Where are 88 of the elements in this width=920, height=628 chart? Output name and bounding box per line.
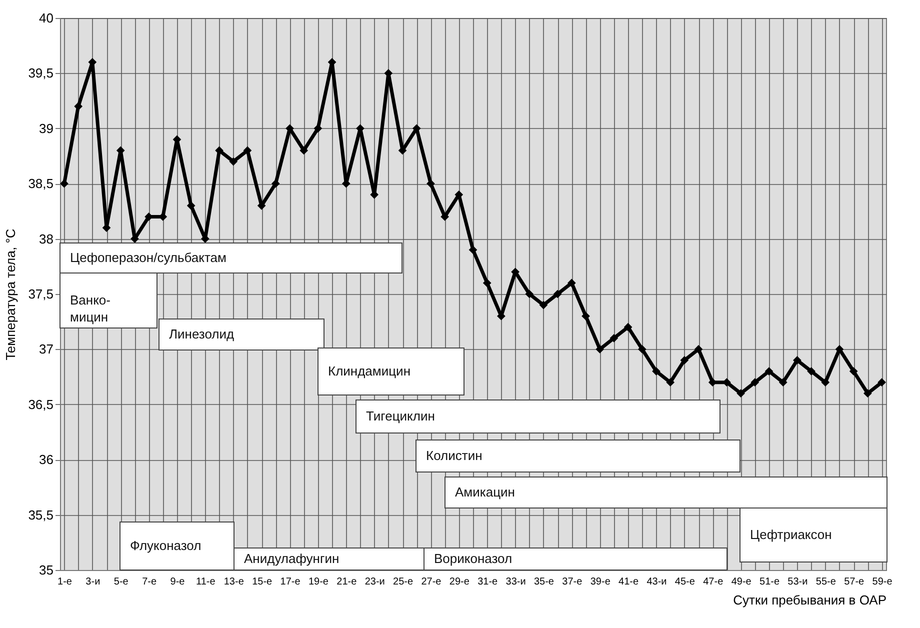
x-tick-label: 53-и <box>788 576 808 588</box>
point <box>229 157 238 166</box>
x-tick-label: 17-е <box>280 576 301 588</box>
x-tick-label: 43-и <box>646 576 667 588</box>
x-tick-label: 49-е <box>731 576 752 588</box>
point <box>482 278 492 288</box>
point <box>793 356 802 364</box>
point <box>314 124 322 133</box>
x-tick-label: 29-е <box>449 576 470 588</box>
point <box>567 278 576 288</box>
x-tick-label: 25-е <box>393 576 414 588</box>
annotation: Тигециклин <box>366 408 435 424</box>
y-tick-label: 39 <box>39 120 54 136</box>
y-tick-label: 36 <box>39 452 54 468</box>
x-tick-label: 3-и <box>86 576 100 588</box>
point <box>764 367 774 376</box>
point <box>750 378 760 387</box>
point <box>652 367 660 376</box>
annotation: Вориконазол <box>434 551 512 566</box>
point <box>878 378 886 387</box>
x-tick-label: 1-е <box>58 576 72 588</box>
x-axis-title: Сутки пребывания в ОАР <box>733 592 886 608</box>
annotation: Клиндамицин <box>328 364 411 378</box>
annotation: Анидулафунгин <box>244 551 340 566</box>
point <box>300 146 308 155</box>
x-tick-label: 5-е <box>114 576 129 588</box>
y-tick-label: 40 <box>39 10 54 26</box>
y-tick-label: 38 <box>39 231 54 246</box>
point <box>680 356 689 364</box>
y-tick-label: 38,5 <box>28 176 54 192</box>
point <box>525 290 534 298</box>
annotation: Ванко- мицин <box>70 292 110 324</box>
point <box>440 212 449 221</box>
y-tick-label: 39,5 <box>28 66 54 81</box>
x-tick-label: 57-е <box>844 576 865 588</box>
annotation: Цефоперазон/сульбактам <box>70 250 227 265</box>
point <box>468 246 478 254</box>
point <box>736 389 745 398</box>
x-tick-label: 33-и <box>506 576 526 588</box>
x-tick-label: 23-и <box>364 576 385 588</box>
point <box>582 312 590 320</box>
x-tick-label: 41-е <box>618 576 639 588</box>
point <box>807 367 816 376</box>
x-tick-label: 27-е <box>421 576 442 588</box>
y-tick-label: 37 <box>39 342 54 357</box>
annotation: Флуконазол <box>130 538 202 553</box>
y-tick-label: 35 <box>39 562 54 578</box>
x-tick-label: 45-е <box>674 576 696 588</box>
x-tick-label: 39-е <box>590 576 611 588</box>
point <box>821 378 830 387</box>
point <box>624 322 632 332</box>
point <box>271 179 280 188</box>
x-tick-label: 47-е <box>703 576 724 588</box>
x-tick-label: 35-е <box>534 576 554 588</box>
point <box>539 300 548 310</box>
x-tick-label: 37-е <box>562 576 583 588</box>
point <box>778 378 788 387</box>
point <box>835 345 844 354</box>
annotation: Амикацин <box>455 484 515 500</box>
x-tick-label: 13-е <box>224 576 244 588</box>
annotation: Колистин <box>426 448 482 463</box>
x-tick-label: 55-е <box>816 576 836 588</box>
annotation: Линезолид <box>169 326 235 342</box>
point <box>694 345 703 354</box>
point <box>638 345 646 354</box>
point <box>426 179 435 188</box>
point <box>863 389 872 398</box>
point <box>849 367 858 376</box>
x-tick-label: 51-е <box>760 576 780 588</box>
x-tick-label: 19-е <box>308 576 329 588</box>
annotation: Цефтриаксон <box>750 527 832 542</box>
x-tick-label: 21-е <box>336 576 358 588</box>
point <box>596 345 604 354</box>
x-tick-label: 7-е <box>142 576 157 588</box>
point <box>666 378 675 387</box>
y-tick-label: 36,5 <box>28 396 54 412</box>
x-tick-label: 59-е <box>872 576 893 588</box>
y-axis-title: Температура тела, °C <box>3 228 18 360</box>
point <box>553 290 562 298</box>
point <box>610 334 618 342</box>
point <box>243 146 252 155</box>
x-tick-label: 31-е <box>478 576 498 588</box>
y-tick-label: 35,5 <box>28 507 54 522</box>
y-tick-label: 37,5 <box>28 286 54 302</box>
point <box>60 179 68 188</box>
x-tick-label: 15-е <box>252 576 273 588</box>
x-tick-label: 9-е <box>170 576 186 588</box>
x-tick-label: 11-е <box>196 576 216 588</box>
